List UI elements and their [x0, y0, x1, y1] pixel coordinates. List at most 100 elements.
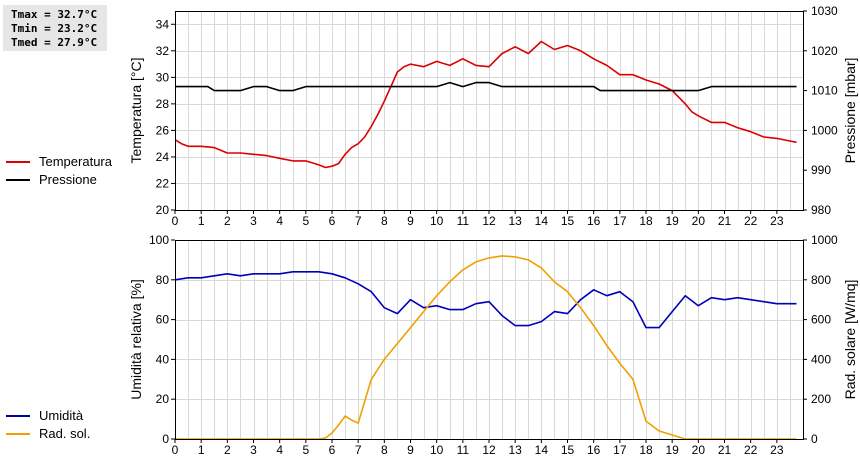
legend-swatch-pressure — [6, 179, 30, 181]
x-tick-label: 12 — [482, 214, 496, 228]
x-tick-label: 8 — [381, 443, 388, 457]
x-tick-label: 15 — [561, 214, 575, 228]
x-tick-label: 3 — [250, 443, 257, 457]
x-tick-label: 18 — [639, 214, 653, 228]
legend-item-radiation: Rad. sol. — [6, 425, 90, 443]
x-tick-label: 2 — [224, 443, 231, 457]
legend-top: Temperatura Pressione — [6, 153, 112, 189]
x-tick-label: 7 — [355, 443, 362, 457]
y-tick-label-right: 0 — [811, 432, 818, 446]
x-tick-label: 13 — [508, 214, 522, 228]
legend-swatch-humidity — [6, 415, 30, 417]
y-tick-label-left: 80 — [156, 273, 170, 287]
y-tick-label-right: 1010 — [811, 84, 838, 98]
y-tick-label-left: 20 — [156, 203, 170, 217]
x-tick-label: 2 — [224, 214, 231, 228]
x-tick-label: 18 — [639, 443, 653, 457]
y-tick-label-left: 22 — [156, 176, 170, 190]
x-tick-label: 15 — [561, 443, 575, 457]
x-tick-label: 17 — [613, 214, 627, 228]
x-tick-label: 7 — [355, 214, 362, 228]
tmed-label: Tmed = 27.9°C — [11, 36, 98, 49]
y-tick-label-left: 60 — [156, 313, 170, 327]
x-tick-label: 12 — [482, 443, 496, 457]
y-tick-label-right: 990 — [811, 163, 831, 177]
y-axis-title-left: Temperatura [°C] — [128, 58, 144, 164]
x-tick-label: 4 — [276, 443, 283, 457]
x-tick-label: 23 — [770, 443, 784, 457]
x-tick-label: 4 — [276, 214, 283, 228]
x-tick-label: 1 — [198, 443, 205, 457]
tmin-label: Tmin = 23.2°C — [11, 22, 98, 35]
x-tick-label: 22 — [744, 443, 758, 457]
legend-label-humidity: Umidità — [39, 408, 84, 423]
x-tick-label: 1 — [198, 214, 205, 228]
y-tick-label-right: 1000 — [811, 233, 838, 247]
x-tick-label: 6 — [329, 214, 336, 228]
legend-bottom: Umidità Rad. sol. — [6, 407, 90, 443]
y-tick-label-left: 100 — [149, 233, 169, 247]
y-tick-label-right: 600 — [811, 313, 831, 327]
legend-label-temperature: Temperatura — [39, 154, 112, 169]
x-tick-label: 17 — [613, 443, 627, 457]
y-tick-label-left: 34 — [156, 17, 170, 31]
y-tick-label-right: 400 — [811, 352, 831, 366]
y-tick-label-left: 32 — [156, 44, 170, 58]
x-tick-label: 13 — [508, 443, 522, 457]
legend-item-humidity: Umidità — [6, 407, 90, 425]
y-tick-label-right: 1030 — [811, 4, 838, 18]
x-tick-label: 10 — [430, 214, 444, 228]
x-tick-label: 22 — [744, 214, 758, 228]
legend-label-radiation: Rad. sol. — [39, 426, 91, 441]
y-tick-label-right: 1020 — [811, 44, 838, 58]
stats-box: Tmax = 32.7°C Tmin = 23.2°C Tmed = 27.9°… — [3, 5, 107, 51]
x-tick-label: 6 — [329, 443, 336, 457]
y-tick-label-left: 20 — [156, 392, 170, 406]
x-tick-label: 10 — [430, 443, 444, 457]
x-tick-label: 5 — [302, 214, 309, 228]
legend-label-pressure: Pressione — [39, 172, 97, 187]
x-tick-label: 5 — [302, 443, 309, 457]
y-axis-title-right: Pressione [mbar] — [842, 58, 858, 164]
legend-swatch-radiation — [6, 433, 30, 435]
x-tick-label: 11 — [457, 443, 470, 457]
x-tick-label: 0 — [172, 443, 179, 457]
x-tick-label: 21 — [718, 443, 732, 457]
radiation-line — [175, 255, 797, 440]
x-tick-label: 14 — [535, 443, 549, 457]
legend-item-temperature: Temperatura — [6, 153, 112, 171]
x-tick-label: 9 — [407, 443, 414, 457]
y-tick-label-left: 30 — [156, 70, 170, 84]
pressure-line — [175, 81, 797, 92]
y-tick-label-right: 980 — [811, 203, 831, 217]
humidity-line — [174, 270, 797, 329]
x-tick-label: 8 — [381, 214, 388, 228]
legend-swatch-temperature — [6, 161, 30, 163]
y-tick-label-right: 1000 — [811, 123, 838, 137]
y-tick-label-left: 24 — [156, 150, 170, 164]
temp-pressure-chart: 0 1 2 3 4 5 6 7 8 9 10 11 12 13 14 15 16 17 18 19 20 21 22 2320… — [128, 4, 858, 228]
y-tick-label-right: 800 — [811, 273, 831, 287]
x-tick-label: 14 — [535, 214, 549, 228]
x-tick-label: 20 — [692, 443, 706, 457]
y-tick-label-left: 26 — [156, 123, 170, 137]
x-tick-label: 11 — [457, 214, 470, 228]
y-tick-label-left: 0 — [162, 432, 169, 446]
legend-item-pressure: Pressione — [6, 171, 112, 189]
y-tick-label-right: 200 — [811, 392, 831, 406]
x-tick-label: 19 — [665, 214, 679, 228]
x-tick-label: 21 — [718, 214, 732, 228]
x-tick-label: 0 — [172, 214, 179, 228]
x-tick-label: 19 — [665, 443, 679, 457]
y-tick-label-left: 40 — [156, 352, 170, 366]
temperature-line — [174, 40, 797, 169]
tmax-label: Tmax = 32.7°C — [11, 8, 98, 21]
humidity-radiation-chart: 0 1 2 3 4 5 6 7 8 9 10 11 12 13 14 15 16 17 18 19 20 21 22 2302… — [128, 233, 858, 457]
x-tick-label: 16 — [587, 443, 601, 457]
y-axis-title-left: Umidità relativa [%] — [128, 279, 144, 400]
y-tick-label-left: 28 — [156, 97, 170, 111]
y-axis-title-right: Rad. solare [W/mq] — [842, 280, 858, 400]
x-tick-label: 23 — [770, 214, 784, 228]
x-tick-label: 9 — [407, 214, 414, 228]
